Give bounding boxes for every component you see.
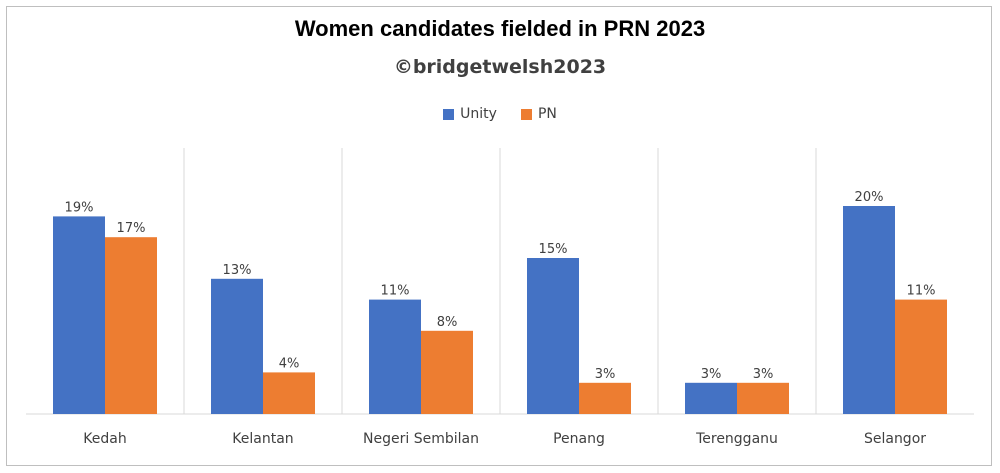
bar-pn [421, 330, 473, 414]
data-label-pn: 11% [907, 284, 936, 299]
data-label-unity: 11% [381, 284, 410, 299]
x-tick-label: Selangor [864, 431, 926, 447]
bar-unity [369, 299, 421, 414]
data-label-pn: 4% [279, 356, 300, 371]
data-label-unity: 19% [65, 200, 94, 215]
bar-unity [53, 216, 105, 414]
x-tick-label: Kedah [83, 431, 126, 447]
x-tick-label: Negeri Sembilan [363, 431, 479, 447]
data-label-unity: 3% [701, 367, 722, 382]
data-label-pn: 8% [437, 315, 458, 330]
legend-swatch-unity [443, 108, 455, 120]
x-tick-label: Penang [553, 431, 605, 447]
data-label-pn: 17% [117, 221, 146, 236]
legend-item-unity: Unity [443, 106, 497, 122]
bar-unity [211, 278, 263, 414]
chart-subtitle: ©bridgetwelsh2023 [393, 56, 607, 78]
bar-pn [737, 382, 789, 414]
legend-swatch-pn [520, 108, 532, 120]
chart-title: Women candidates fielded in PRN 2023 [294, 16, 706, 41]
bar-unity [527, 258, 579, 414]
data-label-pn: 3% [753, 367, 774, 382]
legend-item-pn: PN [520, 106, 557, 122]
legend-label-pn: PN [537, 106, 557, 122]
data-label-unity: 15% [539, 242, 568, 257]
bar-pn [263, 372, 315, 414]
legend-label-unity: Unity [460, 106, 497, 122]
bar-pn [895, 299, 947, 414]
data-label-unity: 20% [855, 190, 884, 205]
data-label-unity: 13% [223, 263, 252, 278]
chart-legend: Unity PN [0, 106, 1000, 122]
bar-pn [579, 382, 631, 414]
bar-unity [685, 382, 737, 414]
x-tick-label: Kelantan [232, 431, 293, 447]
x-tick-label: Terengganu [695, 431, 778, 447]
data-label-pn: 3% [595, 367, 616, 382]
chart-frame [6, 6, 992, 466]
bar-pn [105, 237, 157, 414]
bar-unity [843, 206, 895, 414]
